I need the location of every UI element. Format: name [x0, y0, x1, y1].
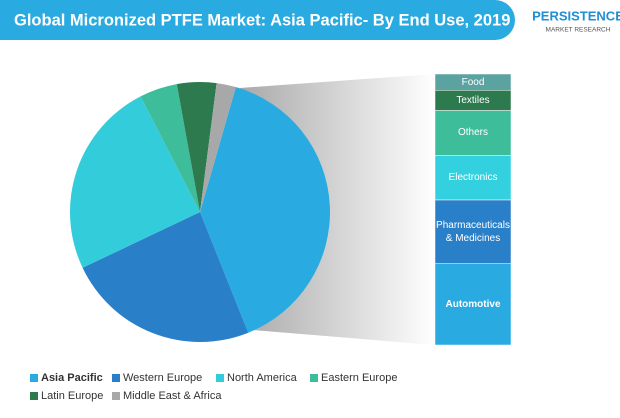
- bar-label-box: Food: [461, 76, 485, 88]
- pie-slice: [176, 82, 217, 213]
- legend-label: Middle East & Africa: [123, 390, 222, 402]
- pie-slice: [140, 84, 200, 212]
- legend-label: North America: [227, 372, 298, 384]
- legend-swatch: [112, 374, 120, 382]
- bar-label: Pharmaceuticals & Medicines: [436, 219, 510, 244]
- legend-label: Asia Pacific: [41, 372, 103, 384]
- bar-label: Automotive: [445, 298, 501, 310]
- legend-label: Latin Europe: [41, 390, 103, 402]
- chart-title: Global Micronized PTFE Market: Asia Paci…: [14, 11, 510, 29]
- legend-label: Eastern Europe: [321, 372, 397, 384]
- legend-swatch: [30, 392, 38, 400]
- bar-label-box: Textiles: [456, 94, 490, 106]
- legend-label: Western Europe: [123, 372, 202, 384]
- legend-swatch: [30, 374, 38, 382]
- legend-swatch: [310, 374, 318, 382]
- bar-label: Others: [457, 127, 488, 139]
- bar-label-box: Automotive: [445, 298, 501, 310]
- legend-swatch: [112, 392, 120, 400]
- bar-segment: [434, 110, 512, 156]
- bar-label-box: Others: [457, 127, 488, 139]
- bar-label-box: Electronics: [448, 172, 498, 184]
- bar-segment: [434, 155, 512, 201]
- bar-label-box: Pharmaceuticals & Medicines: [436, 219, 510, 244]
- pie-slice: [200, 87, 331, 333]
- pie-slice: [82, 212, 249, 342]
- bar-label: Electronics: [448, 172, 498, 184]
- bar-segment: [434, 199, 512, 264]
- legend-swatch: [216, 374, 224, 382]
- pie-slice: [200, 83, 236, 212]
- logo-subtitle: MARKET RESEARCH: [546, 27, 611, 34]
- bar-label: Food: [461, 76, 485, 88]
- logo: PERSISTENCE: [532, 8, 620, 23]
- bar-label: Textiles: [456, 94, 490, 106]
- pie-slice: [70, 96, 200, 268]
- title-banner: [0, 0, 515, 40]
- bar-segment: [434, 263, 512, 346]
